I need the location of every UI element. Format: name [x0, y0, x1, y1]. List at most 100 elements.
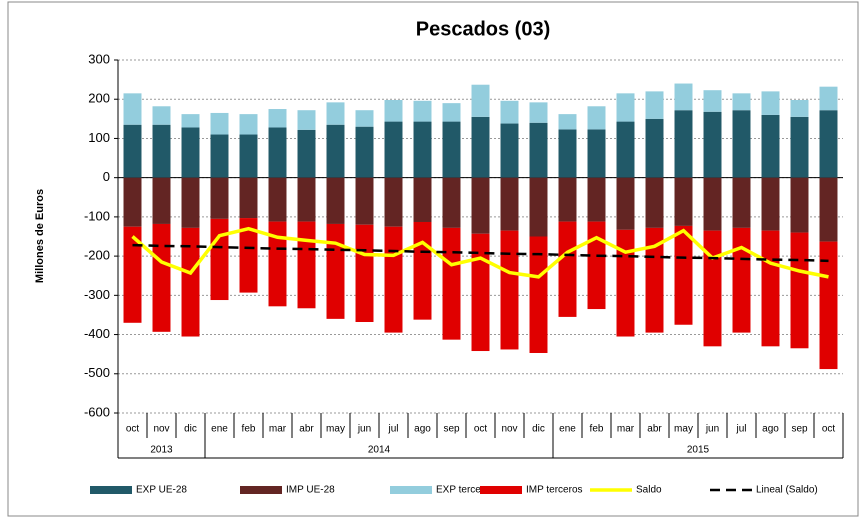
bar: [297, 221, 316, 309]
x-tick-label: mar: [617, 424, 635, 435]
y-tick-label: -100: [84, 208, 110, 223]
bar: [471, 233, 490, 352]
bar: [239, 134, 258, 178]
chart-title: Pescados (03): [416, 18, 551, 40]
x-tick-label: sep: [791, 424, 808, 435]
bar: [500, 177, 519, 231]
bar: [587, 106, 606, 130]
x-tick-label: oct: [474, 424, 488, 435]
bar: [326, 177, 345, 224]
bar: [500, 230, 519, 350]
x-tick-label: abr: [299, 424, 314, 435]
bar: [384, 100, 403, 122]
bar: [529, 236, 548, 353]
x-tick-label: may: [326, 424, 345, 435]
bar: [297, 129, 316, 178]
bar: [645, 91, 664, 119]
bar: [790, 177, 809, 233]
x-tick-label: ene: [211, 424, 228, 435]
bar: [732, 110, 751, 178]
y-tick-label: 100: [88, 130, 110, 145]
bar: [123, 177, 142, 227]
bar: [529, 102, 548, 123]
bar: [413, 221, 432, 320]
bar: [674, 83, 693, 111]
legend-label: IMP UE-28: [286, 485, 335, 496]
y-tick-label: -500: [84, 365, 110, 380]
x-tick-label: jul: [387, 424, 398, 435]
bar: [819, 177, 838, 242]
y-tick-label: -600: [84, 404, 110, 419]
x-tick-label: jun: [357, 424, 371, 435]
bar: [761, 230, 780, 347]
bar: [471, 177, 490, 234]
bar: [384, 121, 403, 178]
legend-label: IMP terceros: [526, 485, 583, 496]
x-tick-label: feb: [242, 424, 256, 435]
legend-swatch: [480, 486, 522, 494]
bar: [181, 114, 200, 128]
x-tick-label: nov: [153, 424, 169, 435]
bar: [471, 116, 490, 178]
year-label: 2013: [150, 445, 173, 456]
y-tick-label: 300: [88, 51, 110, 66]
bar: [268, 109, 287, 128]
x-tick-label: ene: [559, 424, 576, 435]
bar: [616, 121, 635, 178]
bar: [703, 90, 722, 112]
bar: [297, 177, 316, 222]
y-axis-label: Millones de Euros: [34, 189, 46, 283]
bar: [529, 177, 548, 237]
bar: [616, 229, 635, 337]
bar: [152, 223, 171, 332]
bar: [732, 227, 751, 333]
bar: [703, 111, 722, 178]
bar: [790, 100, 809, 117]
bar: [645, 118, 664, 178]
x-tick-label: oct: [822, 424, 836, 435]
x-tick-label: mar: [269, 424, 287, 435]
bar: [413, 121, 432, 178]
bar: [819, 86, 838, 111]
bar: [819, 110, 838, 178]
bar: [413, 177, 432, 222]
x-tick-label: jun: [705, 424, 719, 435]
bar: [384, 226, 403, 333]
x-tick-label: jul: [735, 424, 746, 435]
bar: [326, 223, 345, 319]
bar: [558, 221, 577, 317]
bar: [645, 177, 664, 228]
x-tick-label: abr: [647, 424, 662, 435]
bar: [500, 100, 519, 124]
bar: [239, 177, 258, 219]
bar: [210, 218, 229, 301]
bar: [384, 177, 403, 227]
x-tick-label: dic: [184, 424, 197, 435]
bar: [645, 227, 664, 333]
y-tick-label: 0: [103, 169, 110, 184]
bar: [210, 112, 229, 135]
bar: [181, 127, 200, 178]
legend-label: EXP UE-28: [136, 485, 187, 496]
bar: [442, 121, 461, 178]
bar: [674, 110, 693, 178]
legend-label: EXP terceros: [436, 485, 495, 496]
x-tick-label: may: [674, 424, 693, 435]
x-tick-label: ago: [762, 424, 779, 435]
bar: [587, 177, 606, 222]
bar: [152, 177, 171, 224]
bar: [210, 177, 229, 219]
bar: [355, 224, 374, 323]
bar: [152, 124, 171, 178]
bar: [355, 177, 374, 225]
bar: [674, 225, 693, 325]
bar: [355, 126, 374, 178]
bar: [152, 106, 171, 125]
bar: [587, 129, 606, 178]
legend-label: Saldo: [636, 485, 662, 496]
bar: [181, 227, 200, 337]
bar: [239, 218, 258, 293]
trend-line: [132, 243, 829, 263]
x-tick-label: dic: [532, 424, 545, 435]
